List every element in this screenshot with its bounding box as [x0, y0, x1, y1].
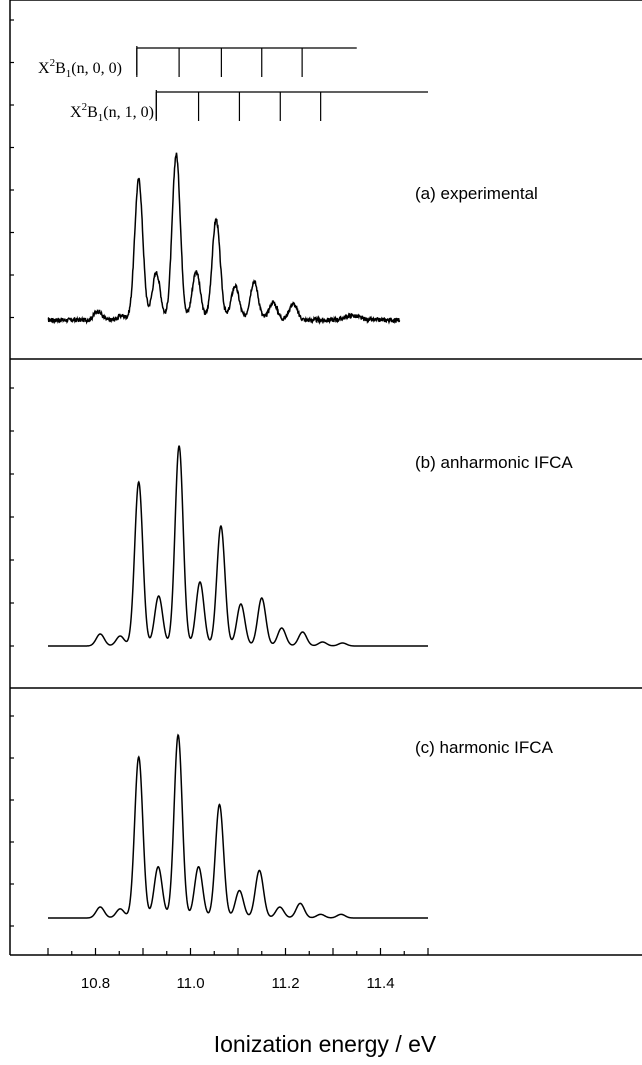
x-tick-label: 11.2	[271, 975, 299, 992]
progression-1: X2B1(n, 0, 0)	[38, 46, 357, 80]
vibrational-progressions: X2B1(n, 0, 0) X2B1(n, 1, 0)	[38, 46, 428, 124]
x-tick-label: 11.4	[366, 975, 394, 992]
progression-label: X2B1(n, 0, 0)	[38, 57, 122, 80]
panel-label-anharmonic: (b) anharmonic IFCA	[415, 453, 573, 472]
progression-2: X2B1(n, 1, 0)	[70, 90, 428, 124]
spectrum-harmonic	[48, 733, 428, 919]
x-tick-labels: 10.8 11.0 11.2 11.4	[81, 975, 395, 992]
progression-label: X2B1(n, 1, 0)	[70, 101, 154, 124]
spectrum-experimental	[47, 152, 401, 325]
x-axis-label: Ionization energy / eV	[214, 1031, 437, 1057]
panel-label-experimental: (a) experimental	[415, 184, 538, 203]
plot-frame	[9, 0, 642, 956]
spectrum-curves	[47, 152, 428, 919]
panel-label-harmonic: (c) harmonic IFCA	[415, 738, 554, 757]
panel-labels: (a) experimental (b) anharmonic IFCA (c) h…	[415, 184, 573, 757]
x-tick-label: 11.0	[176, 975, 204, 992]
x-tick-label: 10.8	[81, 975, 110, 992]
axis-ticks	[10, 19, 429, 955]
spectrum-anharmonic	[48, 445, 428, 647]
